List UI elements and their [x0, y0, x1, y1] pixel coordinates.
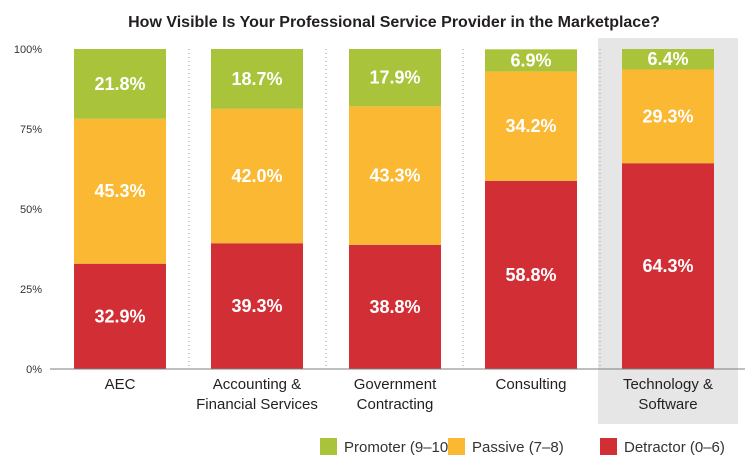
y-tick-label: 50%: [20, 204, 42, 216]
data-label: 32.9%: [94, 306, 145, 326]
category-label: Consulting: [496, 376, 567, 393]
category-label: Technology &: [623, 376, 713, 393]
bar-segment-promoter: [74, 49, 166, 119]
data-label: 17.9%: [369, 68, 420, 88]
data-label: 18.7%: [231, 69, 282, 89]
bar-segment-promoter: [622, 49, 714, 70]
category-label: AEC: [105, 376, 136, 393]
bar-segment-detractor: [622, 163, 714, 369]
chart-title: How Visible Is Your Professional Service…: [128, 14, 660, 31]
legend-swatch: [600, 438, 617, 455]
bars: 32.9% 45.3% 21.8% 39.3% 42.0% 18.7% 38.8% 43.3%…: [74, 49, 714, 369]
data-label: 64.3%: [642, 256, 693, 276]
data-label: 6.9%: [510, 50, 551, 70]
data-label: 45.3%: [94, 181, 145, 201]
bar-segment-detractor: [211, 243, 303, 369]
bar-segment-passive: [211, 108, 303, 244]
category-label: Accounting &: [213, 376, 301, 393]
y-tick-label: 0%: [26, 364, 42, 376]
category-label: Financial Services: [196, 396, 318, 413]
bar-segment-passive: [622, 69, 714, 164]
bar-segment-detractor: [485, 180, 577, 369]
legend-swatch: [320, 438, 337, 455]
legend: Promoter (9–10) Passive (7–8) Detractor (0…: [320, 438, 725, 456]
data-label: 38.8%: [369, 297, 420, 317]
bar-segment-promoter: [485, 49, 577, 72]
data-label: 58.8%: [505, 265, 556, 285]
x-axis-labels: AEC Accounting & Financial Services Governm…: [105, 376, 713, 413]
data-label: 21.8%: [94, 74, 145, 94]
y-axis: 0% 25% 50% 75% 100%: [14, 44, 42, 376]
category-label: Software: [638, 396, 697, 413]
legend-label: Detractor (0–6): [624, 439, 725, 456]
bar-segment-promoter: [349, 49, 441, 107]
legend-swatch: [448, 438, 465, 455]
bar-segment-promoter: [211, 49, 303, 109]
data-label: 39.3%: [231, 296, 282, 316]
legend-label: Promoter (9–10): [344, 439, 453, 456]
data-label: 6.4%: [647, 49, 688, 69]
bar-segment-detractor: [349, 244, 441, 369]
data-label: 34.2%: [505, 116, 556, 136]
category-label: Government: [354, 376, 437, 393]
data-label: 29.3%: [642, 106, 693, 126]
category-separators: [188, 49, 601, 369]
category-label: Contracting: [357, 396, 434, 413]
y-tick-label: 75%: [20, 124, 42, 136]
bar-segment-passive: [74, 118, 166, 264]
data-label: 43.3%: [369, 166, 420, 186]
bar-segment-passive: [485, 71, 577, 181]
bar-segment-detractor: [74, 263, 166, 369]
legend-label: Passive (7–8): [472, 439, 564, 456]
y-tick-label: 25%: [20, 284, 42, 296]
data-label: 42.0%: [231, 166, 282, 186]
y-tick-label: 100%: [14, 44, 42, 56]
bar-segment-passive: [349, 106, 441, 245]
